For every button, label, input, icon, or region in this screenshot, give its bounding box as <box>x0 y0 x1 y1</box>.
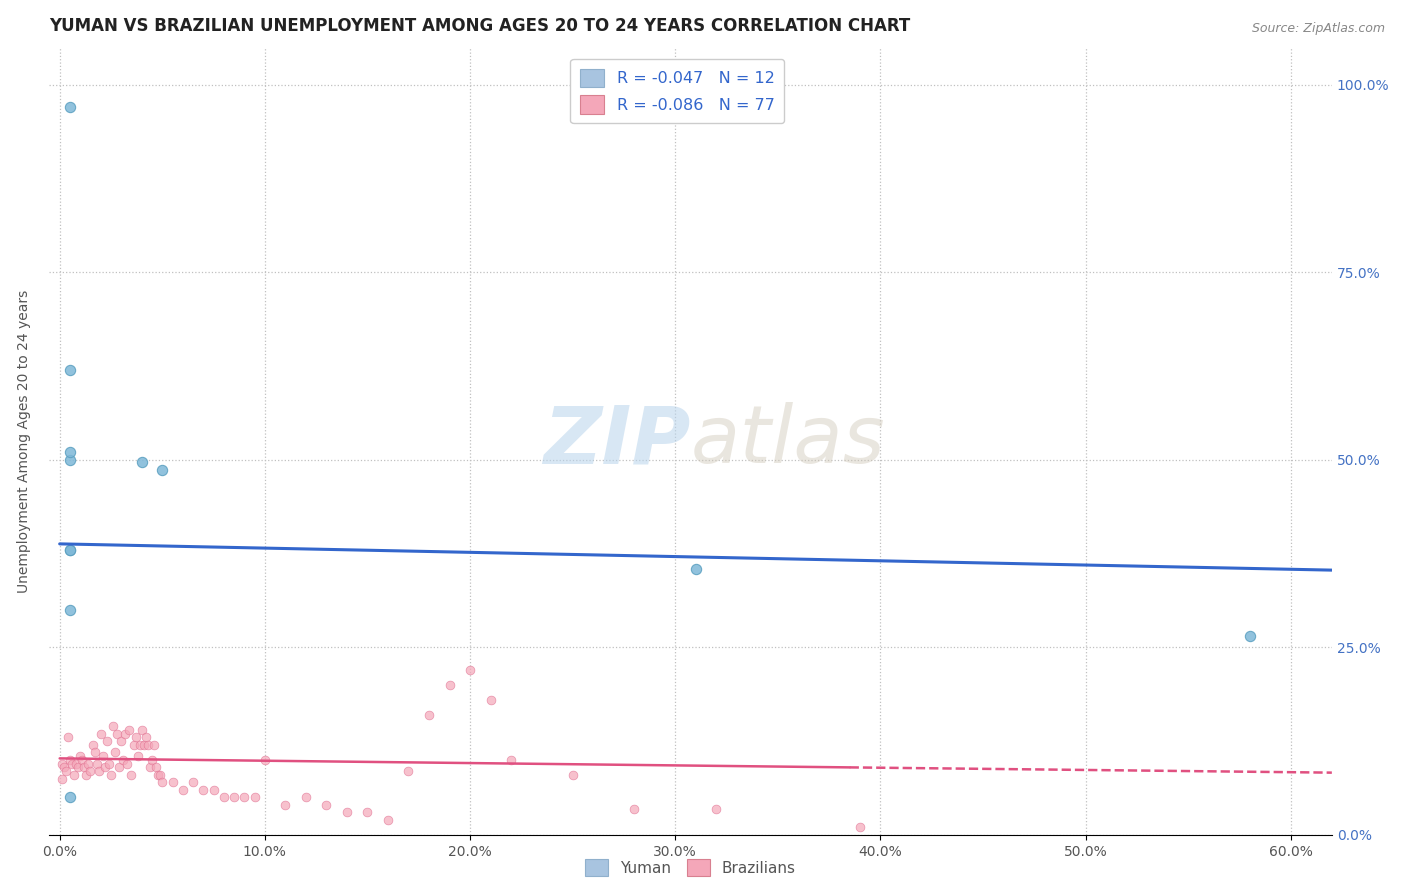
Point <box>51 772 73 786</box>
Point <box>94 760 117 774</box>
Point <box>623 802 645 816</box>
Point <box>336 805 359 820</box>
Point <box>849 821 872 835</box>
Point <box>222 790 245 805</box>
Point <box>52 760 75 774</box>
Point <box>377 813 399 827</box>
Point <box>112 753 135 767</box>
Point <box>91 749 114 764</box>
Point <box>243 790 266 805</box>
Point <box>110 734 132 748</box>
Point <box>135 731 157 745</box>
Point <box>146 768 169 782</box>
Point <box>141 753 163 767</box>
Point <box>59 453 82 467</box>
Point <box>127 749 149 764</box>
Point <box>117 756 139 771</box>
Point <box>1239 629 1261 643</box>
Point <box>295 790 318 805</box>
Point <box>59 603 82 617</box>
Point <box>51 756 73 771</box>
Point <box>253 753 276 767</box>
Point <box>87 764 110 779</box>
Point <box>105 726 128 740</box>
Point <box>122 738 145 752</box>
Point <box>118 723 141 737</box>
Point <box>104 745 127 759</box>
Point <box>479 693 502 707</box>
Point <box>685 561 707 575</box>
Point <box>59 542 82 557</box>
Point <box>100 768 122 782</box>
Point <box>90 726 112 740</box>
Point <box>143 738 166 752</box>
Point <box>77 756 100 771</box>
Point <box>63 768 86 782</box>
Text: atlas: atlas <box>690 402 886 480</box>
Point <box>59 753 82 767</box>
Point <box>60 756 83 771</box>
Point <box>202 783 225 797</box>
Point <box>70 753 93 767</box>
Y-axis label: Unemployment Among Ages 20 to 24 years: Unemployment Among Ages 20 to 24 years <box>17 290 31 593</box>
Point <box>172 783 194 797</box>
Point <box>315 797 337 812</box>
Point <box>59 445 82 459</box>
Point <box>56 731 79 745</box>
Point <box>59 542 82 557</box>
Text: YUMAN VS BRAZILIAN UNEMPLOYMENT AMONG AGES 20 TO 24 YEARS CORRELATION CHART: YUMAN VS BRAZILIAN UNEMPLOYMENT AMONG AG… <box>49 17 911 35</box>
Point <box>149 768 172 782</box>
Point <box>86 756 108 771</box>
Point <box>59 363 82 377</box>
Point <box>55 764 77 779</box>
Point <box>704 802 727 816</box>
Point <box>59 100 82 114</box>
Point <box>67 760 90 774</box>
Point <box>121 768 143 782</box>
Point <box>212 790 235 805</box>
Point <box>132 738 155 752</box>
Point <box>150 775 173 789</box>
Point <box>274 797 297 812</box>
Point <box>439 678 461 692</box>
Point <box>139 760 162 774</box>
Point <box>114 726 136 740</box>
Point <box>418 707 440 722</box>
Point <box>101 719 124 733</box>
Point <box>181 775 204 789</box>
Point <box>79 764 101 779</box>
Point <box>65 756 87 771</box>
Text: Source: ZipAtlas.com: Source: ZipAtlas.com <box>1251 22 1385 36</box>
Point <box>131 455 153 469</box>
Point <box>356 805 378 820</box>
Point <box>501 753 523 767</box>
Point <box>59 790 82 805</box>
Point <box>124 731 146 745</box>
Point <box>83 745 105 759</box>
Point <box>162 775 184 789</box>
Point <box>96 734 118 748</box>
Point <box>108 760 131 774</box>
Point <box>69 749 91 764</box>
Text: ZIP: ZIP <box>543 402 690 480</box>
Point <box>233 790 256 805</box>
Point <box>131 723 153 737</box>
Point <box>82 738 104 752</box>
Legend: Yuman, Brazilians: Yuman, Brazilians <box>579 853 801 882</box>
Point <box>75 768 97 782</box>
Point <box>561 768 583 782</box>
Point <box>145 760 167 774</box>
Point <box>73 760 96 774</box>
Point <box>458 663 481 677</box>
Point <box>128 738 150 752</box>
Point <box>193 783 215 797</box>
Point <box>136 738 159 752</box>
Point <box>398 764 420 779</box>
Point <box>150 462 173 476</box>
Point <box>97 756 120 771</box>
